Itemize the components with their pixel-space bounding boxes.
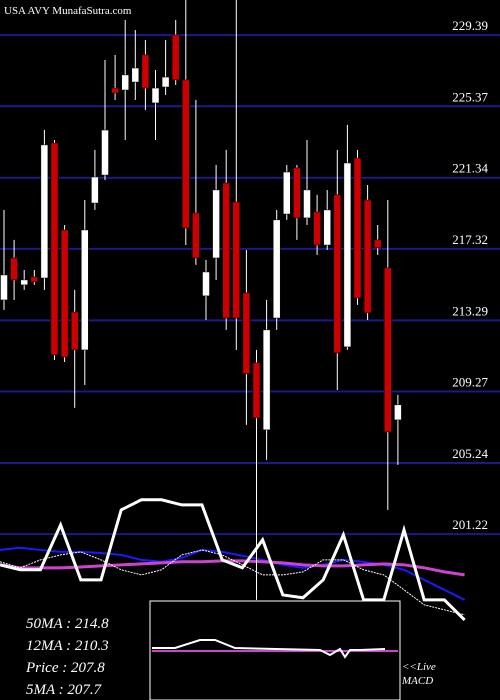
y-tick-label: 217.32 [452,232,488,247]
y-tick-label: 209.27 [452,375,488,390]
candle-body [50,142,59,356]
candle-body [131,67,140,83]
candle-body [202,271,210,297]
candle-body [313,211,321,246]
candle-body [70,311,79,351]
candle-body [394,404,402,421]
candle-body [242,292,251,375]
candle-body [384,267,392,433]
candle-body [373,239,382,249]
candle-body [91,176,99,204]
candles [0,0,402,600]
candle-body [81,229,89,351]
y-tick-label: 205.24 [452,446,488,461]
candle-body [262,329,271,431]
macd-line [152,639,386,659]
stat-label: 50MA : 214.8 [26,616,109,632]
y-tick-label: 225.37 [452,89,488,104]
stats: 50MA : 214.8 12MA : 210.3 Price : 207.8 5MA… [25,616,109,698]
y-tick-label: 213.29 [452,303,488,318]
stat-label: Price : 207.8 [25,660,105,676]
candle-body [232,201,241,319]
y-tick-label: 221.34 [452,161,488,176]
candle-body [283,171,291,215]
chart-title: USA AVY MunafaSutra.com [4,5,132,17]
indicator-line [0,546,466,601]
candle-body [40,144,49,279]
candle-body [121,74,129,91]
candle-body [151,87,160,104]
macd-label: <<Live [402,661,436,673]
indicator-line [0,549,465,616]
candle-body [101,129,109,176]
candle-body [222,182,230,319]
candle-body [272,219,281,319]
candle-body [363,199,372,314]
candle-body [192,212,200,259]
indicator-line [0,498,466,621]
stat-label: 5MA : 207.7 [26,682,103,698]
candle-body [161,76,170,88]
candle-body [0,274,8,301]
candle-body [60,229,69,358]
y-tick-label: 201.22 [452,517,488,532]
stat-label: 12MA : 210.3 [26,638,109,654]
candle-body [252,362,261,419]
candle-body [333,194,342,354]
macd-label: MACD [401,675,433,687]
candle-body [182,79,190,229]
candle-body [171,34,180,81]
candle-body [30,276,39,283]
candle-body [293,167,301,219]
indicator-lines [0,498,466,621]
candle-body [303,189,311,219]
candle-body [10,257,18,281]
candle-body [353,157,362,299]
candle-body [343,162,352,348]
candle-body [141,54,150,89]
candle-body [20,279,28,286]
macd-panel [149,600,401,700]
candle-body [212,189,220,259]
candle-body [323,209,331,246]
y-tick-label: 229.39 [452,18,488,33]
candle-body [111,87,119,94]
